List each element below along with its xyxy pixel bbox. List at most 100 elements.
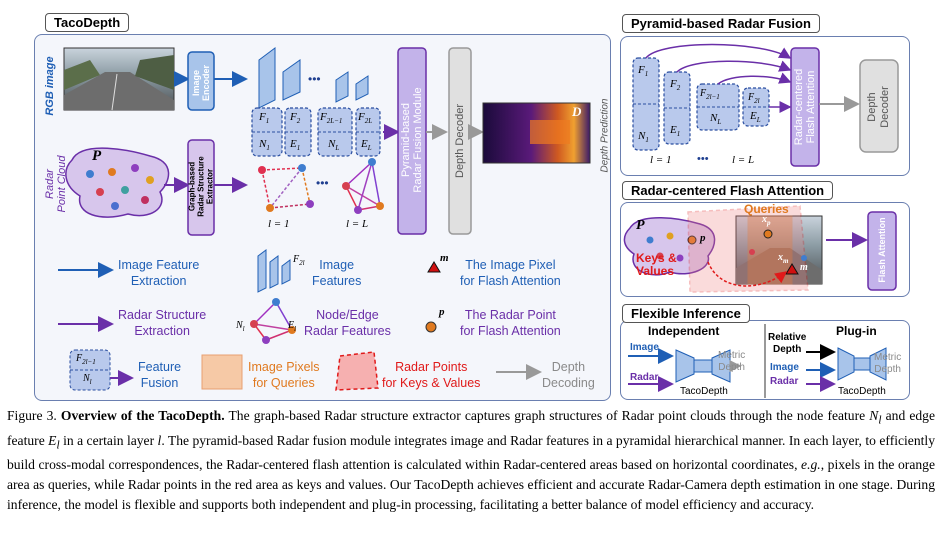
inf-tacodepth2: TacoDepth bbox=[838, 386, 886, 397]
pyr-n1: N1 bbox=[638, 130, 649, 145]
legend-node-sym: Nl bbox=[236, 320, 245, 333]
caption-text-2: and edge feature bbox=[7, 408, 936, 448]
legend-image-features-symbol: F2l bbox=[293, 254, 305, 267]
caption-prefix: Figure 3. bbox=[7, 408, 57, 423]
inf-radar: Radar bbox=[630, 372, 659, 383]
graph-layer-1 bbox=[258, 164, 314, 212]
pyr-f2: F2 bbox=[670, 78, 681, 93]
graph-extractor-label: Graph-based Radar Structure Extractor bbox=[187, 156, 215, 217]
legend-edge-sym: El bbox=[288, 320, 297, 333]
inf-independent: Independent bbox=[648, 324, 720, 338]
layer-L-label: l = L bbox=[346, 218, 369, 230]
pyr-f2l: F2l−1 bbox=[700, 88, 720, 101]
inference-title: Flexible Inference bbox=[622, 304, 750, 323]
depth-decoder-label: Depth Decoder bbox=[454, 104, 466, 178]
figure-caption: Figure 3. Overview of the TacoDepth. The… bbox=[7, 406, 935, 515]
legend-fusion-n: Nl bbox=[83, 373, 92, 386]
flash-xm: xm bbox=[778, 252, 789, 265]
flash-title: Radar-centered Flash Attention bbox=[622, 181, 834, 200]
point-set-letter: P bbox=[92, 148, 102, 164]
radar-points bbox=[86, 164, 154, 210]
image-encoder-box bbox=[187, 51, 215, 111]
graph-extractor-box bbox=[187, 139, 215, 236]
legend-radar-keys: Radar Points for Keys & Values bbox=[382, 360, 481, 390]
legend-depth-decoding: Depth Decoding bbox=[542, 360, 595, 390]
pyramid-decoder-box bbox=[859, 59, 899, 153]
pyramid-title: Pyramid-based Radar Fusion bbox=[622, 14, 820, 33]
graph-layer-L bbox=[342, 158, 384, 214]
caption-text-4: . The pyramid-based Radar fusion module … bbox=[7, 432, 935, 473]
pyr-nl: NL bbox=[710, 112, 722, 127]
flash-queries: Queries bbox=[744, 202, 789, 216]
depth-decoder-box bbox=[448, 47, 472, 235]
image-pixel-symbol bbox=[427, 261, 441, 273]
image-encoder-label: Image Encoder bbox=[191, 65, 211, 102]
legend-feature-icon bbox=[257, 249, 291, 293]
fusion-module-box bbox=[397, 47, 427, 235]
rgb-label: RGB image bbox=[44, 56, 56, 116]
caption-e: E bbox=[48, 432, 57, 448]
legend-pixels-queries: Image Pixels for Queries bbox=[248, 360, 320, 390]
feature-dots: ••• bbox=[308, 72, 321, 86]
legend-image-pixel: The Image Pixel for Flash Attention bbox=[460, 258, 561, 288]
pyr-l1: l = 1 bbox=[650, 154, 672, 166]
legend-fusion-f: F2l−1 bbox=[76, 353, 96, 366]
caption-eg: e.g. bbox=[801, 457, 821, 473]
legend-node-edge: Node/Edge Radar Features bbox=[304, 308, 391, 338]
edge-label-L: EL bbox=[361, 138, 372, 153]
feature-label-1: F1 bbox=[259, 111, 270, 126]
caption-n-sub: l bbox=[878, 414, 882, 427]
caption-e-sub: l bbox=[56, 439, 60, 452]
inf-radar2: Radar bbox=[770, 376, 799, 387]
inf-tacodepth: TacoDepth bbox=[680, 386, 728, 397]
radar-point-symbol bbox=[425, 321, 437, 333]
flash-m-sym: m bbox=[800, 262, 808, 273]
feature-label-3: F2L−1 bbox=[320, 111, 343, 126]
flash-p-sym: p bbox=[700, 232, 706, 244]
legend-radar-point: The Radar Point for Flash Attention bbox=[460, 308, 561, 338]
edge-label-1: E1 bbox=[290, 138, 301, 153]
caption-n: N bbox=[869, 408, 879, 423]
pyr-f2l2: F2l bbox=[748, 92, 760, 105]
flash-xp: xp bbox=[762, 214, 771, 227]
pyr-decoder-label: Depth Decoder bbox=[866, 86, 891, 128]
legend-feature-fusion: Feature Fusion bbox=[138, 360, 182, 390]
legend-orange-area bbox=[201, 354, 243, 390]
inf-metric-depth: Metric Depth bbox=[718, 350, 746, 373]
image-feature-pyramid bbox=[258, 47, 369, 109]
legend-node-edge-icon bbox=[250, 298, 296, 344]
feature-label-2: F2 bbox=[290, 111, 301, 126]
layer-1-label: l = 1 bbox=[268, 218, 290, 230]
point-symbol-p: p bbox=[439, 306, 445, 318]
caption-l: l bbox=[157, 432, 162, 448]
caption-bold: Overview of the TacoDepth. bbox=[60, 408, 225, 423]
caption-text-1: The graph-based Radar structure extracto… bbox=[228, 408, 866, 423]
caption-text-3: in a certain layer bbox=[63, 432, 155, 448]
radar-label: Radar Point Cloud bbox=[44, 155, 68, 213]
flash-keys: Keys & Values bbox=[636, 251, 677, 278]
node-label-L: NL bbox=[328, 138, 340, 153]
rgb-image bbox=[63, 47, 175, 111]
pyr-lL: l = L bbox=[732, 154, 755, 166]
inf-image: Image bbox=[630, 342, 659, 353]
flash-block-box bbox=[867, 211, 897, 291]
depth-prediction-label: Depth Prediction bbox=[599, 98, 611, 173]
pyr-flash-label: Radar-centered Flash Attention bbox=[793, 68, 817, 146]
inf-metric-depth2: Metric Depth bbox=[874, 352, 902, 375]
inf-relative-depth: Relative Depth bbox=[768, 332, 807, 355]
node-label-1: N1 bbox=[259, 138, 270, 153]
flash-point-cloud bbox=[623, 217, 716, 276]
pyr-e1: E1 bbox=[670, 124, 681, 139]
prediction-letter: D bbox=[572, 104, 582, 119]
diagram-canvas bbox=[58, 43, 899, 398]
pixel-symbol-m: m bbox=[440, 252, 449, 264]
pyr-el: EL bbox=[750, 110, 761, 125]
inf-image2: Image bbox=[770, 362, 799, 373]
fusion-module-label: Pyramid-based Radar Fusion Module bbox=[400, 87, 424, 193]
legend-red-area bbox=[335, 351, 379, 391]
flash-block-label: Flash Attention bbox=[877, 217, 887, 283]
pyr-f1: F1 bbox=[638, 64, 649, 79]
flash-red-area bbox=[687, 205, 809, 293]
feature-label-4: F2L bbox=[358, 111, 373, 126]
depth-prediction-image bbox=[482, 102, 591, 164]
